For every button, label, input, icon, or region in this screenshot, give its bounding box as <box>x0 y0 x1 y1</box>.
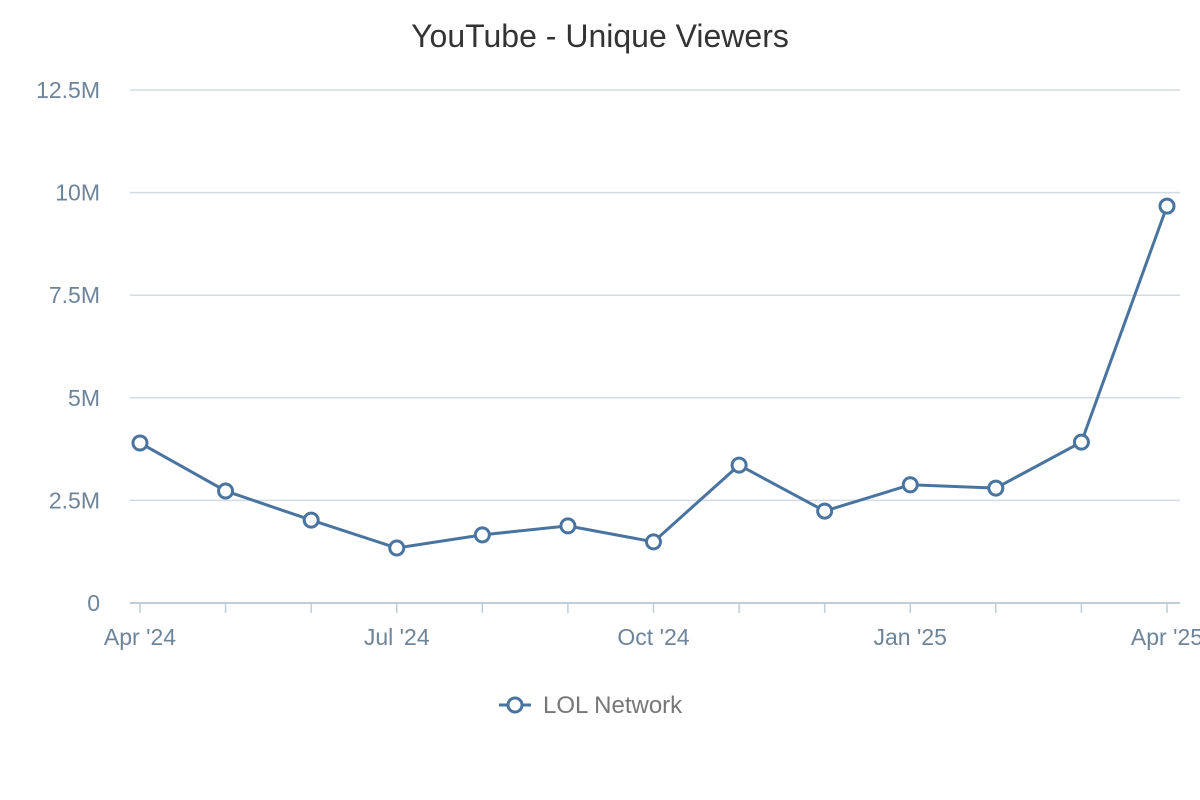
x-tick-label: Oct '24 <box>617 624 689 650</box>
y-tick-label: 2.5M <box>49 487 100 513</box>
legend-item[interactable]: LOL Network <box>499 692 683 719</box>
data-point[interactable] <box>217 482 235 500</box>
data-point[interactable] <box>1072 433 1090 451</box>
data-point[interactable] <box>987 479 1005 497</box>
data-point[interactable] <box>473 526 491 544</box>
data-point[interactable] <box>730 456 748 474</box>
legend-marker <box>506 696 524 714</box>
y-tick-label: 10M <box>55 180 100 206</box>
data-point[interactable] <box>388 539 406 557</box>
data-point[interactable] <box>1158 197 1176 215</box>
x-tick-label: Apr '24 <box>104 624 176 650</box>
data-point[interactable] <box>901 476 919 494</box>
y-tick-label: 0 <box>87 590 100 616</box>
data-point[interactable] <box>131 434 149 452</box>
data-point[interactable] <box>302 511 320 529</box>
x-tick-label: Jul '24 <box>364 624 430 650</box>
x-tick-label: Jan '25 <box>874 624 947 650</box>
y-tick-label: 12.5M <box>36 77 100 103</box>
legend-label: LOL Network <box>543 692 683 719</box>
x-tick-label: Apr '25 <box>1131 624 1200 650</box>
y-tick-label: 7.5M <box>49 282 100 308</box>
data-point[interactable] <box>559 517 577 535</box>
series-line <box>139 205 1169 550</box>
data-point[interactable] <box>645 533 662 551</box>
y-tick-label: 5M <box>68 385 100 411</box>
chart-title: YouTube - Unique Viewers <box>411 18 789 54</box>
data-point[interactable] <box>816 502 834 520</box>
